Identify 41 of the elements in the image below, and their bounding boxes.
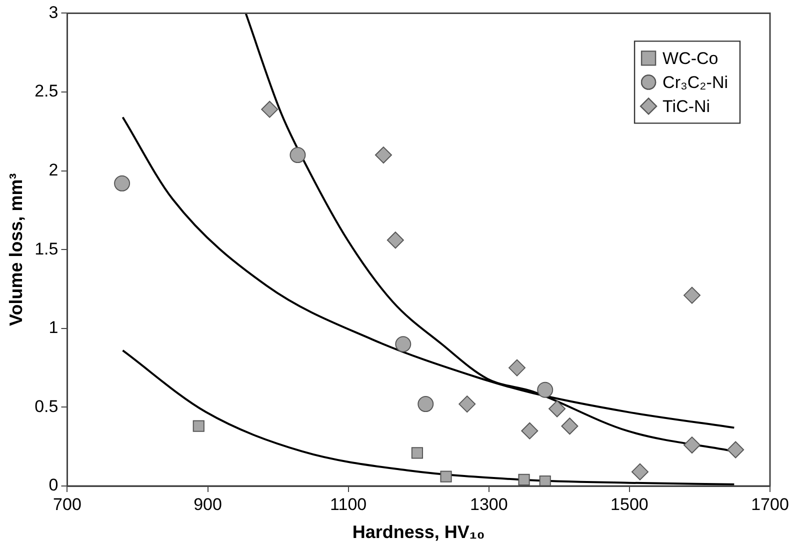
point [539,475,551,486]
point [114,175,130,192]
legend-label: Cr₃C₂-Ni [662,72,728,92]
x-tick-label: 1500 [610,494,648,514]
line-series [122,349,736,486]
legend-label: TiC-Ni [662,96,710,116]
point [290,147,306,164]
point [683,286,700,304]
point [548,400,566,418]
point [727,441,744,458]
point [440,470,452,482]
x-axis-title: Hardness, HV₁₀ [352,522,485,542]
point [683,436,700,454]
y-tick-label: 1 [48,318,58,338]
point [411,447,424,459]
point [395,336,412,352]
y-axis-title: Volume loss, mm³ [6,173,26,326]
x-tick-label: 1300 [470,494,508,514]
y-tick-label: 2 [48,160,58,180]
point [508,359,526,376]
y-tick-label: 3 [48,2,58,22]
y-tick-label: 1.5 [34,239,58,258]
point [537,382,554,398]
point [418,396,434,412]
point [561,418,578,435]
point [386,232,404,249]
y-tick-label: 0 [48,476,58,495]
x-tick-label: 1700 [751,494,789,514]
x-tick-label: 1100 [330,494,367,514]
x-tick-label: 900 [194,494,222,514]
point [374,146,392,164]
point [631,463,648,480]
point [458,396,476,413]
point [521,422,538,440]
x-tick-label: 700 [53,494,82,514]
y-tick-label: 2.5 [34,82,58,101]
legend-label: WC-Co [662,48,718,68]
y-tick-label: 0.5 [34,396,58,416]
point [261,100,278,118]
point [192,420,204,432]
point [518,474,530,486]
